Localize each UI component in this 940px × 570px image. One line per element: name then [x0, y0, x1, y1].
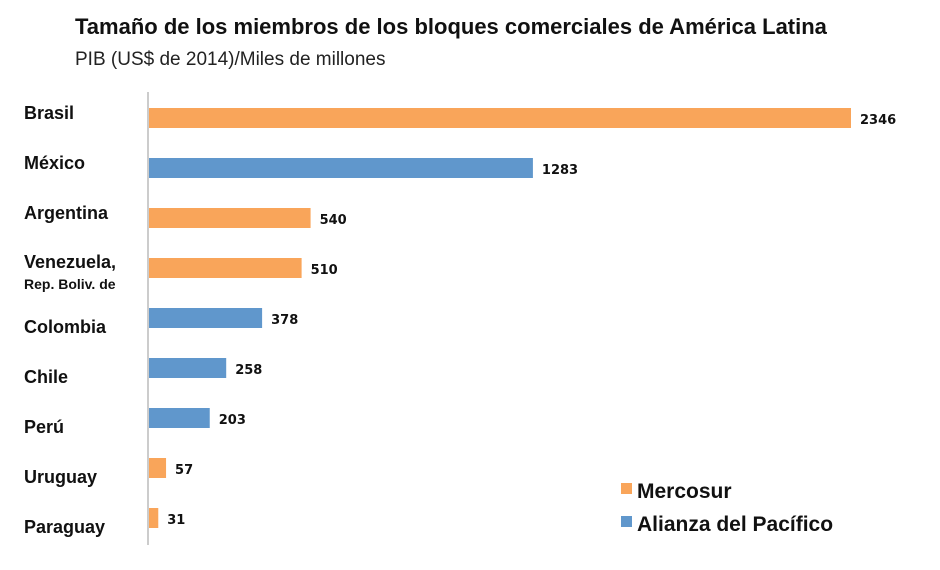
bar-5 [149, 358, 227, 378]
legend-swatch [621, 483, 632, 494]
category-label: Chile [24, 367, 68, 387]
category-label-line2: Rep. Boliv. de [24, 276, 116, 292]
bar-4 [149, 308, 263, 328]
bar-6 [149, 408, 210, 428]
category-label: México [24, 153, 85, 173]
category-label: Brasil [24, 103, 74, 123]
bar-8 [149, 508, 159, 528]
category-label: Colombia [24, 317, 107, 337]
category-label: Venezuela, [24, 252, 116, 272]
category-label: Perú [24, 417, 64, 437]
category-label: Uruguay [24, 467, 97, 487]
data-label: 2346 [860, 113, 896, 128]
data-label: 31 [167, 513, 185, 528]
legend-swatch [621, 516, 632, 527]
chart-subtitle: PIB (US$ de 2014)/Miles de millones [75, 49, 386, 70]
chart-title: Tamaño de los miembros de los bloques co… [75, 14, 827, 39]
bar-3 [149, 258, 302, 278]
legend-label: Mercosur [637, 480, 732, 503]
bar-7 [149, 458, 167, 478]
category-label: Paraguay [24, 517, 105, 537]
bar-1 [149, 158, 533, 178]
data-label: 510 [311, 263, 338, 278]
bar-2 [149, 208, 311, 228]
category-label: Argentina [24, 203, 109, 223]
data-label: 378 [271, 313, 298, 328]
legend-label: Alianza del Pacífico [637, 513, 833, 536]
data-label: 57 [175, 463, 193, 478]
data-label: 203 [219, 413, 246, 428]
bar-0 [149, 108, 851, 128]
data-label: 258 [235, 363, 262, 378]
data-label: 1283 [542, 163, 578, 178]
data-label: 540 [320, 213, 347, 228]
